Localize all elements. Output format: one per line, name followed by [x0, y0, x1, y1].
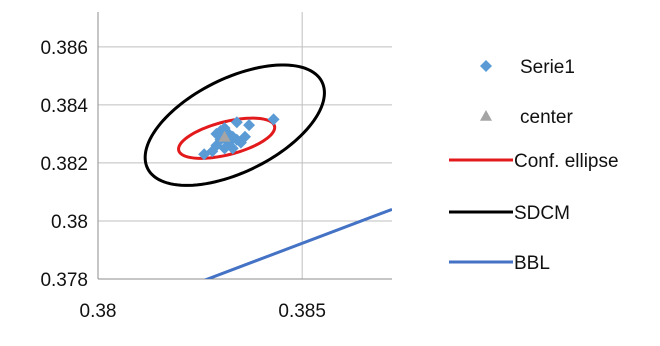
- legend-sdcm-label: SDCM: [514, 203, 570, 224]
- axes: [97, 12, 392, 280]
- legend-bbl-label: BBL: [514, 253, 550, 274]
- y-tick-label: 0.386: [40, 38, 88, 59]
- legend-serie1-marker: [480, 60, 492, 72]
- bbl-line: [203, 207, 392, 279]
- serie1-point: [243, 119, 256, 132]
- y-tick-label: 0.382: [40, 154, 88, 175]
- conf-ellipse-curve: [177, 116, 277, 160]
- plot-area: [143, 63, 392, 279]
- y-tick-label: 0.378: [40, 270, 88, 291]
- legend-serie1-label: Serie1: [520, 57, 575, 78]
- legend-center-marker: [480, 110, 492, 121]
- serie1-point: [218, 142, 231, 155]
- serie1-point: [226, 142, 239, 155]
- gridlines: [97, 12, 392, 280]
- serie1-point: [267, 113, 280, 126]
- serie1-point: [226, 130, 239, 143]
- x-tick-label: 0.385: [278, 301, 326, 322]
- legend-conf-ellipse-label: Conf. ellipse: [514, 151, 619, 172]
- legend: Serie1 center Conf. ellipse SDCM BBL: [449, 57, 619, 274]
- y-tick-label: 0.38: [51, 212, 88, 233]
- sdcm-curve: [143, 63, 326, 187]
- legend-center-label: center: [520, 107, 573, 128]
- serie1-point: [239, 130, 251, 143]
- center-point: [218, 130, 231, 142]
- x-tick-label: 0.38: [80, 301, 117, 322]
- serie1-point: [218, 122, 231, 135]
- tick-labels: 0.378 0.38 0.382 0.384 0.386 0.38 0.385: [40, 38, 325, 322]
- y-tick-label: 0.384: [40, 96, 88, 117]
- serie1-point: [230, 116, 243, 129]
